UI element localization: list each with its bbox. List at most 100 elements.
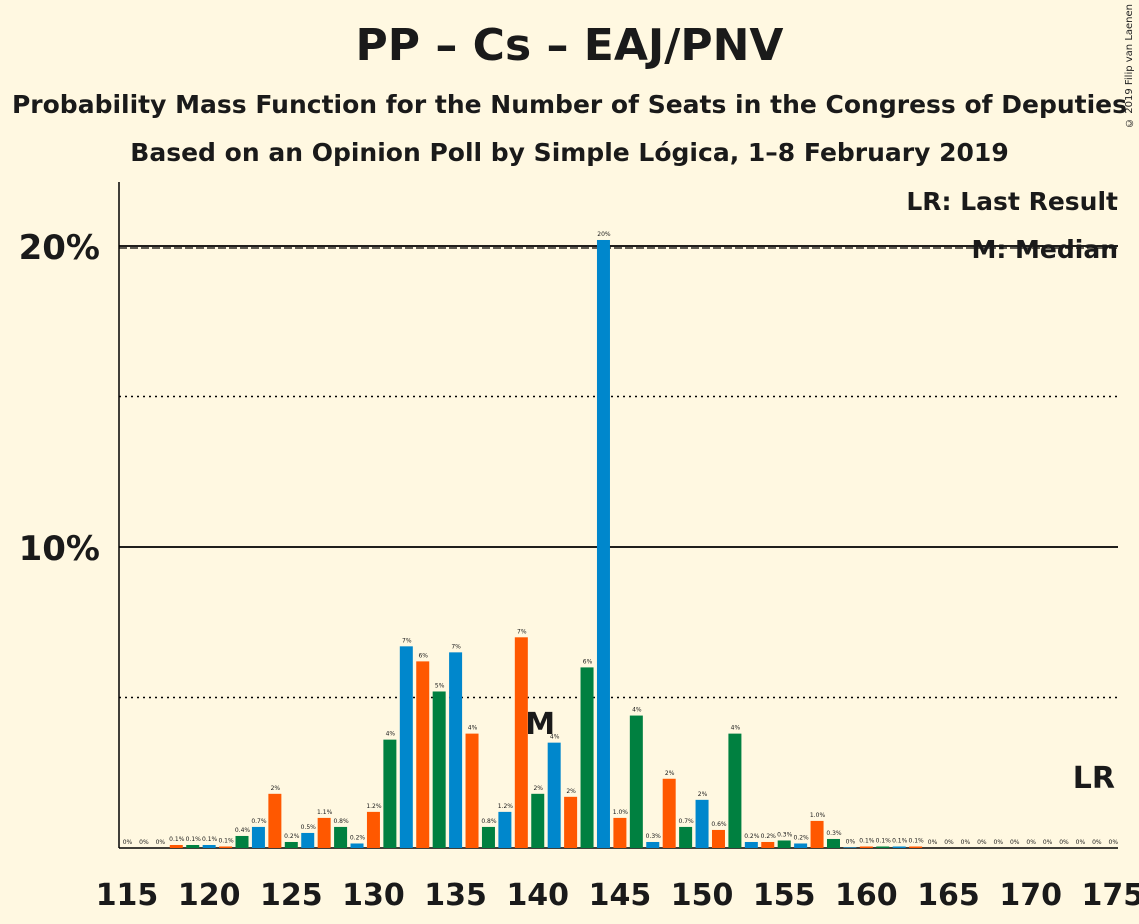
bar-value-label: 0% <box>1010 839 1020 846</box>
bar-seat-134 <box>432 691 446 848</box>
bar-value-label: 0.2% <box>284 833 300 840</box>
bar-value-label: 0% <box>1092 839 1102 846</box>
bar-seat-120 <box>202 844 216 848</box>
bar-value-label: 2% <box>665 770 675 777</box>
bar-seat-148 <box>662 778 676 848</box>
bar-value-label: 0.1% <box>169 836 185 843</box>
bar-seat-160 <box>859 846 873 848</box>
bar-seat-155 <box>777 840 791 848</box>
bar-seat-151 <box>711 829 725 848</box>
x-tick-label: 120 <box>178 878 241 913</box>
bar-seat-161 <box>876 846 890 848</box>
bar-value-label: 0% <box>123 839 133 846</box>
bar-value-label: 0% <box>994 839 1004 846</box>
bar-value-label: 0.8% <box>481 818 497 825</box>
bar-value-label: 4% <box>550 734 560 741</box>
bar-value-label: 0.2% <box>744 833 760 840</box>
bar-value-label: 0% <box>1076 839 1086 846</box>
bar-value-label: 0.1% <box>186 836 202 843</box>
bar-value-label: 4% <box>468 725 478 732</box>
bar-value-label: 0% <box>961 839 971 846</box>
bar-value-label: 0.2% <box>350 834 366 841</box>
x-tick-label: 135 <box>424 878 487 913</box>
bar-value-label: 0.1% <box>859 837 875 844</box>
bar-seat-143 <box>580 667 594 848</box>
bar-value-label: 0% <box>156 839 166 846</box>
bar-value-label: 1.0% <box>613 809 629 816</box>
x-tick-label: 170 <box>999 878 1062 913</box>
median-marker: M <box>525 707 555 742</box>
bar-value-label: 0.6% <box>711 821 727 828</box>
bar-value-label: 0.8% <box>333 818 349 825</box>
legend-median: M: Median <box>971 235 1118 264</box>
bar-value-label: 1.2% <box>498 803 514 810</box>
bar-seat-125 <box>284 841 298 848</box>
bar-seat-138 <box>498 811 512 848</box>
chart-subtitle: Probability Mass Function for the Number… <box>11 90 1128 119</box>
bar-seat-118 <box>169 844 183 848</box>
bar-seat-131 <box>383 739 397 848</box>
bar-value-label: 5% <box>435 682 445 689</box>
bar-value-label: 0% <box>944 839 954 846</box>
bar-value-label: 4% <box>731 725 741 732</box>
bar-seat-129 <box>350 843 364 848</box>
bar-seat-141 <box>547 742 561 848</box>
last-result-marker: LR <box>1073 761 1115 796</box>
x-tick-label: 165 <box>917 878 980 913</box>
bar-value-label: 0.5% <box>301 824 317 831</box>
bar-seat-136 <box>465 733 479 848</box>
bar-seat-133 <box>416 661 430 848</box>
bar-value-label: 0.1% <box>892 837 908 844</box>
bar-value-label: 0.1% <box>218 837 234 844</box>
bar-value-label: 6% <box>583 658 593 665</box>
bar-value-label: 0% <box>977 839 987 846</box>
x-tick-label: 125 <box>260 878 323 913</box>
bar-value-label: 0% <box>846 838 856 845</box>
bar-value-label: 0.3% <box>826 830 842 837</box>
x-tick-label: 175 <box>1081 878 1139 913</box>
bar-value-label: 0.7% <box>678 818 694 825</box>
bar-value-label: 2% <box>698 791 708 798</box>
y-tick-label: 10% <box>19 529 100 569</box>
bar-value-label: 7% <box>517 628 527 635</box>
x-tick-label: 150 <box>671 878 734 913</box>
bar-seat-146 <box>629 715 643 848</box>
bar-value-label: 4% <box>386 731 396 738</box>
bar-seat-154 <box>761 841 775 848</box>
bar-seat-142 <box>564 796 578 848</box>
bar-value-label: 0% <box>1059 839 1069 846</box>
bar-value-label: 1.2% <box>366 803 382 810</box>
bar-value-label: 0.3% <box>646 833 662 840</box>
bar-seat-159 <box>843 847 857 848</box>
bar-seat-123 <box>251 826 265 848</box>
bar-seat-149 <box>679 826 693 848</box>
bar-seat-153 <box>744 841 758 848</box>
bar-value-label: 0.1% <box>909 837 925 844</box>
bar-value-label: 20% <box>597 231 611 238</box>
bar-value-label: 0.4% <box>235 827 251 834</box>
bar-value-label: 2% <box>566 788 576 795</box>
bar-seat-147 <box>646 841 660 848</box>
bar-value-label: 0% <box>928 839 938 846</box>
bar-value-label: 1.0% <box>810 812 826 819</box>
bar-seat-162 <box>892 846 906 848</box>
bar-value-label: 0.7% <box>251 818 267 825</box>
bar-seat-119 <box>186 844 200 848</box>
bar-seat-163 <box>909 846 923 848</box>
chart-title: PP – Cs – EAJ/PNV <box>355 20 784 71</box>
bar-seat-139 <box>514 637 528 848</box>
bar-value-label: 0% <box>1043 839 1053 846</box>
bar-value-label: 0.2% <box>794 834 810 841</box>
x-tick-label: 130 <box>342 878 405 913</box>
bar-value-label: 1.1% <box>317 809 333 816</box>
bar-seat-140 <box>531 793 545 848</box>
x-tick-label: 160 <box>835 878 898 913</box>
bar-seat-127 <box>317 817 331 848</box>
bar-seat-157 <box>810 820 824 848</box>
bar-value-label: 7% <box>402 637 412 644</box>
x-tick-label: 145 <box>589 878 652 913</box>
bar-value-label: 7% <box>451 643 461 650</box>
bar-value-label: 0.1% <box>202 836 218 843</box>
bar-value-label: 0% <box>139 839 149 846</box>
